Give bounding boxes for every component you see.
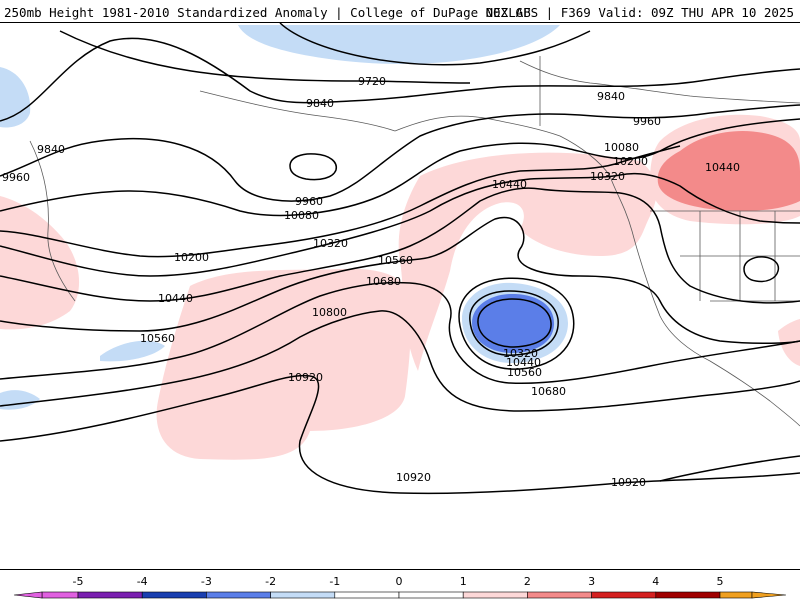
anomaly-pink-south (156, 268, 411, 460)
contour-label-10200-right: 10200 (613, 155, 648, 168)
contour-label-10080-mid: 10080 (284, 209, 319, 222)
contour-label-10920-right: 10920 (611, 476, 646, 489)
anomaly-red-east (657, 131, 800, 211)
colorbar-segment (206, 591, 271, 599)
contour-9840 (0, 37, 800, 122)
contour-10560 (0, 216, 800, 345)
colorbar-left-arrow (13, 591, 43, 599)
contour-9720 (59, 23, 591, 84)
contour-label-10800: 10800 (312, 306, 347, 319)
colorbar-tick-label: -5 (73, 575, 84, 588)
contour-10800 (0, 310, 800, 412)
colorbar-segment (462, 591, 528, 599)
contour-label-10320-mid: 10320 (313, 237, 348, 250)
contour-low-outer (458, 277, 575, 370)
contour-10680 (0, 281, 800, 385)
colorbar-tick-label: 0 (396, 575, 403, 588)
contour-label-10440-right: 10440 (705, 161, 740, 174)
contour-east-closed (743, 256, 780, 283)
anomaly-blue-far-sw (0, 390, 40, 410)
contour-low-mid (469, 290, 559, 356)
contour-label-10680-mid: 10680 (366, 275, 401, 288)
colorbar-tick-label: -1 (329, 575, 340, 588)
colorbar-tick-label: -4 (137, 575, 148, 588)
contour-label-10560-left: 10560 (140, 332, 175, 345)
colorbar-segment (270, 591, 336, 599)
colorbar-tick-label: -3 (201, 575, 212, 588)
contour-label-9720: 9720 (358, 75, 386, 88)
colorbar-segment (41, 591, 79, 599)
colorbar-segment (398, 591, 464, 599)
colorbar-tick-label: 2 (524, 575, 531, 588)
contour-label-10320-low: 10320 (503, 347, 538, 360)
map-title: 250mb Height 1981-2010 Standardized Anom… (4, 5, 531, 20)
contour-label-10080-right: 10080 (604, 141, 639, 154)
contour-label-10920-mid: 10920 (396, 471, 431, 484)
colorbar-tick-label: 4 (652, 575, 659, 588)
contour-label-10440-mid: 10440 (492, 178, 527, 191)
colorbar-segment (719, 591, 753, 599)
contour-10920-east (659, 455, 800, 482)
contour-label-9840-mid: 9840 (306, 97, 334, 110)
colorbar-tick-label: -2 (265, 575, 276, 588)
contour-label-10680-low: 10680 (531, 385, 566, 398)
contour-9960-closed (289, 153, 338, 181)
colorbar-right-arrow (751, 591, 787, 599)
contour-low-inner (477, 298, 552, 348)
height-contours (0, 23, 800, 495)
contour-label-10320-right: 10320 (590, 170, 625, 183)
contour-label-9840-left: 9840 (37, 143, 65, 156)
contour-label-10560-mid: 10560 (378, 254, 413, 267)
anomaly-pink-main (398, 152, 657, 371)
colorbar-segment (141, 591, 207, 599)
colorbar-segment (334, 591, 400, 599)
colorbar: -5 -4 -3 -2 -1 0 1 2 3 4 5 (0, 570, 800, 600)
contour-9960 (0, 104, 800, 202)
colorbar-ticks: -5 -4 -3 -2 -1 0 1 2 3 4 5 (73, 575, 724, 588)
anomaly-blue-sw (100, 340, 165, 362)
contour-label-10200-left: 10200 (174, 251, 209, 264)
anomaly-pink-west (0, 196, 80, 330)
contour-10920 (0, 374, 800, 495)
colorbar-tick-label: 3 (588, 575, 595, 588)
colorbar-segment (655, 591, 721, 599)
contour-label-9960-mid: 9960 (295, 195, 323, 208)
model-run-info: 00Z GFS | F369 Valid: 09Z THU APR 10 202… (485, 5, 794, 20)
contour-10440 (0, 187, 800, 304)
colorbar-segment (591, 591, 657, 599)
contour-label-10560-low: 10560 (507, 366, 542, 379)
contour-labels: 9720 9840 9840 9840 9960 9960 9960 10080… (2, 75, 740, 489)
contour-10200 (0, 145, 681, 258)
contour-label-9960-left: 9960 (2, 171, 30, 184)
anomaly-blue-low-core (480, 304, 550, 347)
positive-anomaly-shading (0, 114, 800, 460)
contour-label-10920-left: 10920 (288, 371, 323, 384)
contour-10320 (0, 172, 800, 277)
map-panel: 9720 9840 9840 9840 9960 9960 9960 10080… (0, 22, 800, 570)
anomaly-blue-west (0, 67, 31, 128)
contour-label-9840-right: 9840 (597, 90, 625, 103)
header: 250mb Height 1981-2010 Standardized Anom… (0, 0, 800, 22)
colorbar-tick-label: 5 (717, 575, 724, 588)
map-svg: 9720 9840 9840 9840 9960 9960 9960 10080… (0, 23, 800, 495)
contour-label-9960-right: 9960 (633, 115, 661, 128)
colorbar-tick-label: 1 (460, 575, 467, 588)
colorbar-segment (77, 591, 143, 599)
colorbar-bar (13, 591, 787, 599)
colorbar-svg: -5 -4 -3 -2 -1 0 1 2 3 4 5 (13, 575, 787, 599)
contour-label-10440-left: 10440 (158, 292, 193, 305)
anomaly-blue-north (238, 25, 560, 65)
contour-label-10440-low: 10440 (506, 356, 541, 369)
colorbar-segment (527, 591, 592, 599)
